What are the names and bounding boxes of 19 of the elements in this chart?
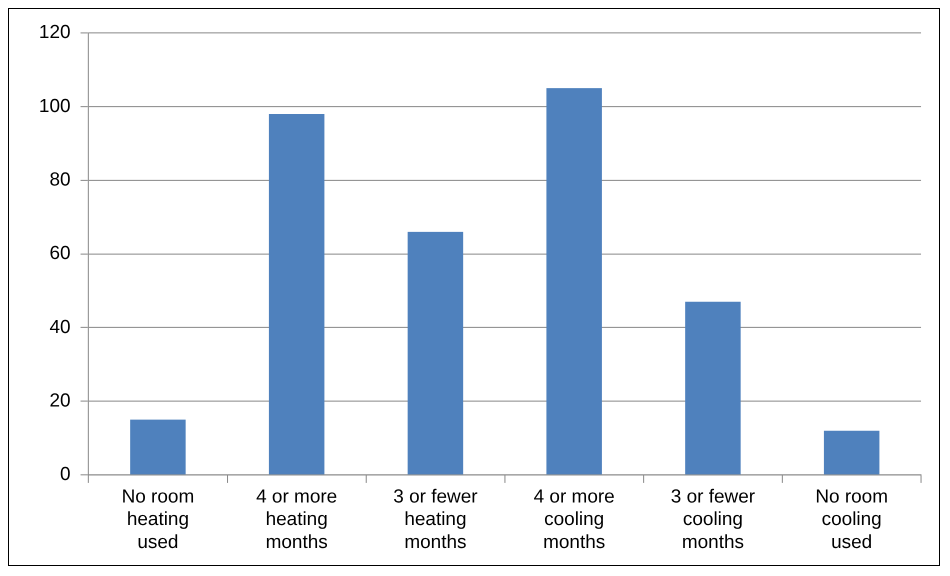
x-tick-label: 3 or fewer cooling months <box>670 486 756 553</box>
x-tick-label: No room heating used <box>122 486 194 553</box>
y-tick-label: 80 <box>49 169 71 190</box>
y-tick-label: 20 <box>49 390 71 412</box>
x-tick-label: 4 or more heating months <box>256 486 338 553</box>
y-tick-label: 100 <box>38 96 71 117</box>
x-tick-label: No room cooling used <box>815 486 888 553</box>
bar <box>408 232 464 474</box>
y-tick-label: 120 <box>38 22 71 44</box>
x-tick-label: 3 or fewer heating months <box>393 486 478 553</box>
bar <box>824 430 880 474</box>
y-tick-label: 0 <box>60 464 71 486</box>
bar <box>685 302 741 474</box>
y-tick-label: 60 <box>49 243 71 264</box>
bar <box>546 88 602 474</box>
bar <box>130 420 186 474</box>
bar <box>268 114 324 474</box>
y-tick-label: 40 <box>49 316 71 338</box>
x-tick-label: 4 or more cooling months <box>534 486 615 553</box>
